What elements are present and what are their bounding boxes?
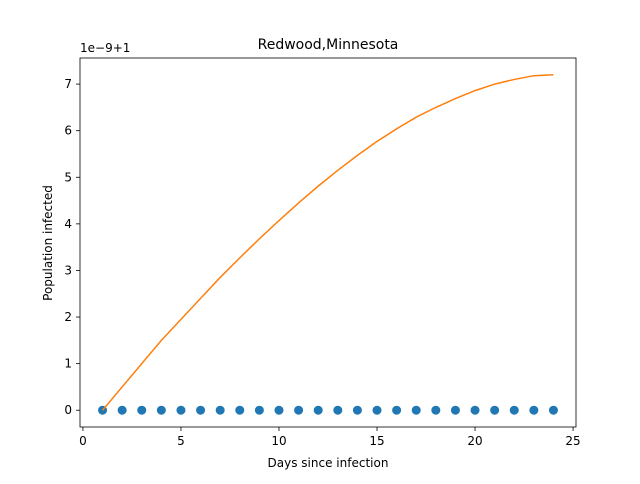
y-tick-label: 3 [64,263,72,277]
y-axis-label: Population infected [41,185,55,301]
series-0-point [411,405,421,415]
y-tick-label: 4 [64,217,72,231]
axes-frame [79,57,577,428]
series-0-point [333,405,343,415]
series-0-point [313,405,323,415]
x-tick-label: 0 [79,434,87,448]
y-tick-label: 0 [64,403,72,417]
y-offset-label: 1e−9+1 [80,41,130,55]
x-tick-label: 20 [467,434,482,448]
plot-layer [98,74,558,415]
series-0-point [294,405,304,415]
series-0-point [490,405,500,415]
x-axis-label: Days since infection [268,456,389,470]
y-tick-label: 7 [64,77,72,91]
x-tick-label: 5 [177,434,185,448]
series-0-point [235,405,245,415]
series-0-point [196,405,206,415]
series-0-point [215,405,225,415]
y-tick-label: 2 [64,310,72,324]
series-0-point [274,405,284,415]
x-tick-label: 15 [369,434,384,448]
x-tick-label: 25 [565,434,580,448]
series-0-point [529,405,539,415]
series-0-point [450,405,460,415]
y-axis-ticks: 0 1 2 3 4 5 6 7 [64,77,80,417]
series-0-point [548,405,558,415]
y-tick-label: 5 [64,170,72,184]
y-tick-label: 1 [64,357,72,371]
x-tick-label: 10 [271,434,286,448]
series-0-point [431,405,441,415]
series-0-point [392,405,402,415]
series-0-point [254,405,264,415]
series-1-line [101,74,554,411]
series-0-point [372,405,382,415]
x-axis-ticks: 0 5 10 15 20 25 [79,427,581,448]
series-0-point [137,405,147,415]
series-0-point [352,405,362,415]
series-0-point [117,405,127,415]
series-0-point [176,405,186,415]
chart-title: Redwood,Minnesota [258,37,399,53]
y-tick-label: 6 [64,124,72,138]
series-0-point [156,405,166,415]
series-0-point [470,405,480,415]
series-0-point [509,405,519,415]
